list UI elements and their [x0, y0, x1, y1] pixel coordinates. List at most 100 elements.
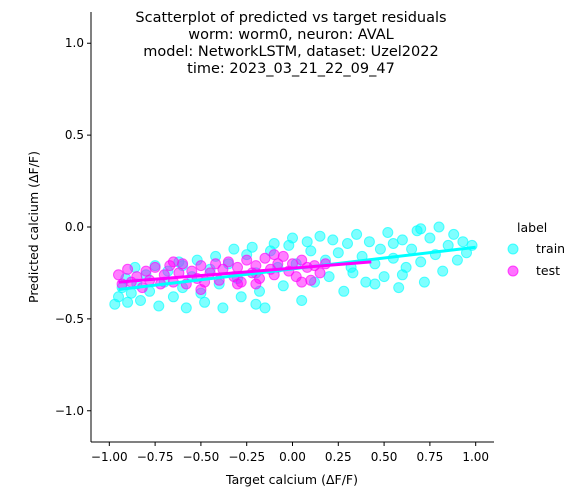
test-point-32	[259, 252, 271, 264]
test-point-28	[241, 254, 253, 266]
train-point-82	[369, 278, 381, 290]
regression-line-test	[118, 260, 372, 284]
train-point-60	[374, 243, 386, 255]
train-point-61	[378, 271, 390, 283]
x-tick-label: −0.50	[183, 450, 220, 464]
y-tick-label: 0.0	[65, 220, 84, 234]
test-point-51	[296, 276, 308, 288]
train-point-39	[277, 280, 289, 292]
chart-title: Scatterplot of predicted vs target resid…	[135, 10, 446, 77]
train-point-73	[433, 221, 445, 233]
train-point-62	[382, 227, 394, 238]
train-point-30	[235, 291, 247, 303]
test-point-50	[232, 278, 243, 290]
train-point-43	[296, 295, 308, 306]
train-point-45	[305, 245, 317, 257]
train-point-78	[457, 236, 469, 248]
train-point-50	[327, 234, 339, 246]
test-point-48	[167, 256, 179, 268]
legend: label train test	[507, 220, 565, 278]
title-line-1: Scatterplot of predicted vs target resid…	[135, 10, 446, 26]
test-point-40	[296, 254, 308, 266]
test-point-6	[140, 265, 152, 277]
y-tick-label: −0.5	[55, 312, 84, 326]
test-point-21	[210, 258, 222, 270]
train-point-15	[167, 291, 179, 303]
test-point-14	[177, 258, 189, 270]
train-point-41	[287, 232, 298, 244]
train-point-67	[406, 243, 418, 255]
train-point-52	[338, 285, 350, 297]
test-point-46	[195, 284, 207, 295]
x-axis-ticks: −1.00 −0.75 −0.50 −0.25 0.00 0.25 0.50 0.75 1.00	[91, 442, 489, 464]
title-line-3: model: NetworkLSTM, dataset: Uzel2022	[143, 44, 438, 60]
test-point-44	[314, 267, 326, 279]
train-point-81	[396, 269, 408, 281]
test-point-30	[250, 260, 262, 272]
regression-lines-layer	[118, 245, 476, 291]
train-point-53	[342, 238, 353, 249]
train-point-18	[180, 302, 192, 314]
x-tick-label: −1.00	[91, 450, 128, 464]
train-point-55	[351, 228, 363, 240]
train-point-49	[323, 271, 335, 283]
test-point-49	[268, 249, 280, 261]
train-point-4	[122, 296, 134, 308]
train-point-74	[437, 265, 449, 277]
legend-marker-test	[507, 265, 519, 277]
train-point-58	[363, 236, 375, 248]
train-point-8	[135, 295, 146, 306]
x-axis-label: Target calcium (ΔF/F)	[225, 472, 358, 487]
train-point-64	[393, 282, 405, 294]
x-tick-label: −0.75	[137, 450, 174, 464]
train-point-22	[199, 296, 211, 308]
train-point-84	[415, 223, 427, 235]
train-point-69	[415, 256, 427, 268]
train-point-12	[153, 300, 165, 312]
legend-title: label	[517, 220, 547, 235]
train-point-26	[217, 302, 229, 314]
y-tick-label: 1.0	[65, 36, 84, 50]
train-point-85	[387, 238, 399, 249]
train-point-37	[268, 238, 280, 249]
train-point-44	[301, 236, 313, 248]
x-tick-label: 0.00	[279, 450, 306, 464]
test-point-2	[122, 263, 134, 275]
title-line-2: worm: worm0, neuron: AVAL	[188, 27, 394, 43]
y-tick-label: 0.5	[65, 128, 84, 142]
train-point-70	[418, 276, 430, 288]
train-point-35	[259, 302, 271, 314]
train-point-1	[113, 291, 124, 303]
y-tick-label: −1.0	[55, 404, 84, 418]
test-point-36	[277, 250, 289, 262]
legend-label-test: test	[536, 263, 560, 278]
test-point-0	[113, 269, 124, 281]
train-point-57	[360, 276, 372, 288]
train-point-47	[314, 230, 326, 242]
x-tick-label: 1.00	[462, 450, 489, 464]
train-point-77	[451, 254, 463, 266]
x-tick-label: 0.25	[325, 450, 352, 464]
test-point-8	[149, 261, 161, 273]
x-tick-label: 0.75	[417, 450, 444, 464]
train-point-87	[250, 298, 262, 310]
train-point-76	[448, 228, 460, 240]
train-point-32	[246, 241, 258, 253]
y-axis-ticks: −1.0 −0.5 0.0 0.5 1.0	[55, 36, 91, 418]
test-point-18	[195, 260, 207, 272]
train-point-65	[396, 234, 408, 246]
x-tick-label: −0.25	[228, 450, 265, 464]
train-point-71	[424, 232, 436, 244]
title-line-4: time: 2023_03_21_22_09_47	[187, 61, 395, 77]
legend-marker-train	[507, 243, 519, 255]
test-point-47	[250, 278, 262, 290]
y-axis-label: Predicted calcium (ΔF/F)	[26, 151, 41, 303]
test-point-42	[305, 274, 317, 286]
x-tick-label: 0.50	[371, 450, 398, 464]
train-point-28	[228, 243, 240, 255]
legend-label-train: train	[536, 241, 565, 256]
train-point-51	[332, 247, 344, 259]
train-point-83	[347, 267, 359, 279]
test-point-24	[222, 256, 234, 268]
